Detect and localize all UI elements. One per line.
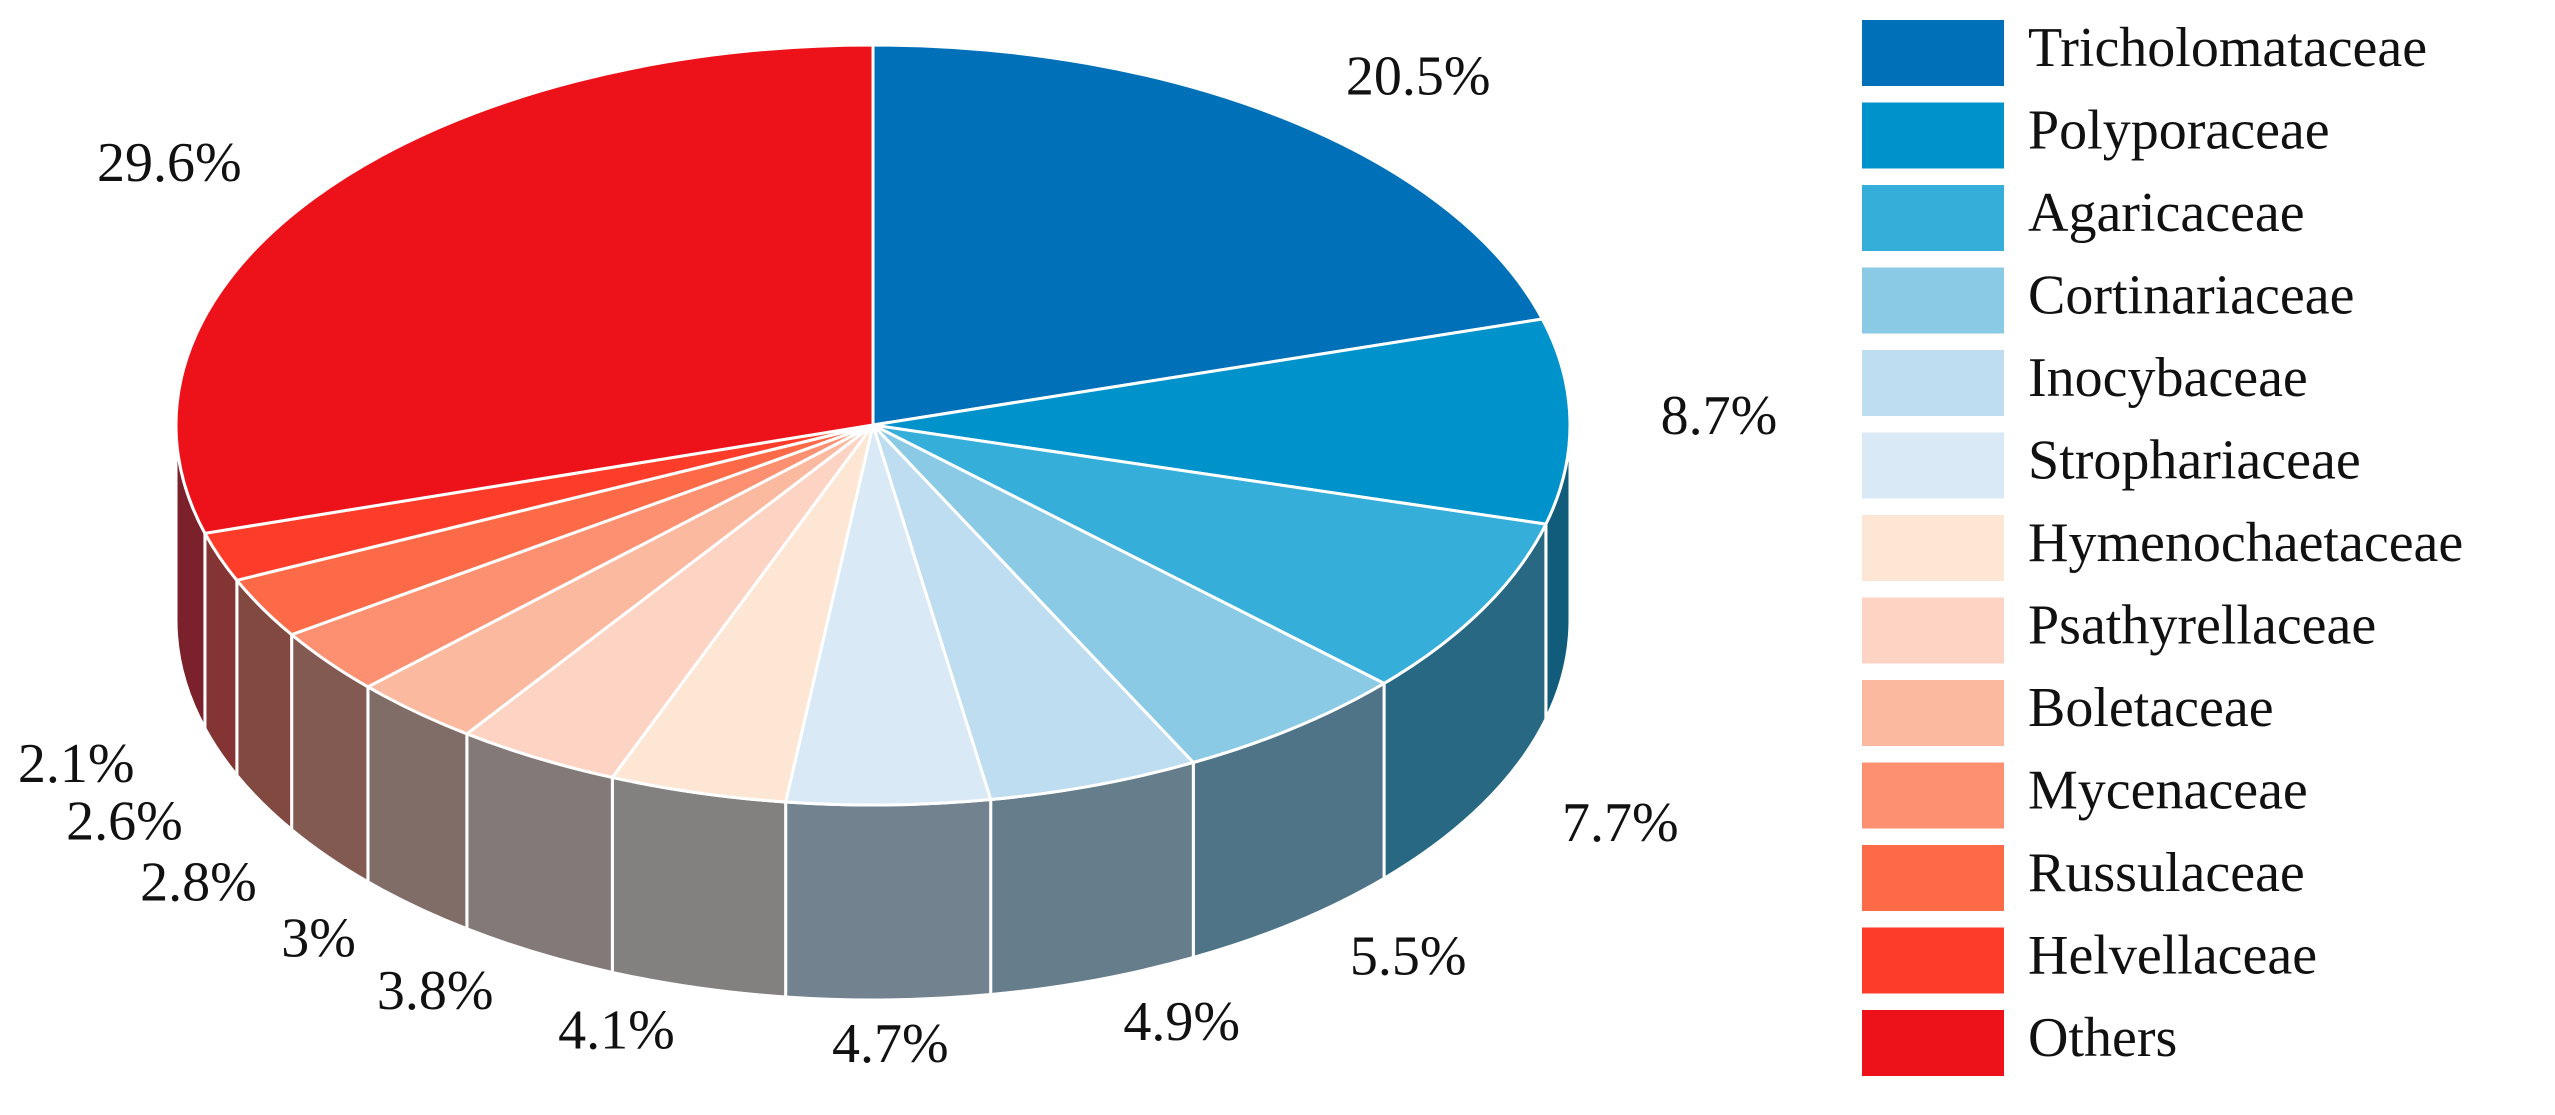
- legend-label-inocybaceae: Inocybaceae: [2028, 347, 2308, 409]
- slice-others: [174, 43, 875, 535]
- side-wall-strophariaceae: [784, 797, 993, 1002]
- slice-cortinariaceae: [871, 423, 1386, 764]
- legend-swatch-tricholomataceae: [1862, 20, 2004, 86]
- legend: Tricholomataceae Polyporaceae Agaricaceae C…: [1862, 17, 2463, 1076]
- slice-inocybaceae: [871, 423, 1195, 802]
- legend-swatch-mycenaceae: [1862, 762, 2004, 829]
- side-wall-hymenochaetaceae: [610, 775, 788, 999]
- percent-label-psathyrellaceae: 3.8%: [377, 960, 494, 1022]
- slice-polyporaceae: [871, 317, 1572, 526]
- legend-swatch-russulaceae: [1862, 845, 2004, 911]
- legend-swatch-hymenochaetaceae: [1862, 515, 2004, 581]
- percent-label-russulaceae: 2.6%: [66, 791, 183, 853]
- legend-label-polyporaceae: Polyporaceae: [2028, 99, 2330, 161]
- legend-label-psathyrellaceae: Psathyrellaceae: [2028, 594, 2376, 656]
- percent-label-boletaceae: 3%: [281, 908, 356, 970]
- legend-label-mycenaceae: Mycenaceae: [2028, 759, 2308, 821]
- legend-swatch-inocybaceae: [1862, 350, 2004, 416]
- legend-label-cortinariaceae: Cortinariaceae: [2028, 264, 2354, 326]
- percent-label-others: 29.6%: [97, 132, 242, 194]
- percent-label-helvellaceae: 2.1%: [18, 733, 135, 795]
- slice-agaricaceae: [871, 423, 1548, 685]
- percent-label-cortinariaceae: 5.5%: [1350, 926, 1467, 988]
- legend-label-strophariaceae: Strophariaceae: [2028, 429, 2361, 491]
- slice-strophariaceae: [784, 423, 993, 807]
- pie-percent-labels: 20.5%8.7%7.7%5.5%4.9%4.7%4.1%3.8%3%2.8%2…: [18, 45, 1777, 1075]
- slice-hymenochaetaceae: [610, 423, 875, 804]
- percent-label-polyporaceae: 8.7%: [1661, 385, 1778, 447]
- legend-swatch-agaricaceae: [1862, 185, 2004, 251]
- legend-label-boletaceae: Boletaceae: [2028, 677, 2274, 739]
- legend-swatch-psathyrellaceae: [1862, 597, 2004, 664]
- legend-label-hymenochaetaceae: Hymenochaetaceae: [2028, 512, 2463, 574]
- legend-label-agaricaceae: Agaricaceae: [2028, 182, 2305, 244]
- percent-label-inocybaceae: 4.9%: [1123, 991, 1240, 1053]
- legend-swatch-cortinariaceae: [1862, 267, 2004, 334]
- pie-top-slices: [174, 43, 1572, 807]
- legend-swatch-polyporaceae: [1862, 102, 2004, 169]
- percent-label-agaricaceae: 7.7%: [1562, 792, 1679, 854]
- legend-swatch-boletaceae: [1862, 680, 2004, 746]
- legend-swatch-others: [1862, 1010, 2004, 1076]
- pie-side-walls: [174, 424, 1572, 1002]
- percent-label-mycenaceae: 2.8%: [140, 851, 257, 913]
- legend-label-others: Others: [2028, 1007, 2177, 1069]
- legend-swatch-helvellaceae: [1862, 927, 2004, 994]
- percent-label-hymenochaetaceae: 4.1%: [558, 999, 675, 1061]
- percent-label-tricholomataceae: 20.5%: [1346, 45, 1491, 107]
- legend-swatch-strophariaceae: [1862, 432, 2004, 499]
- legend-label-russulaceae: Russulaceae: [2028, 842, 2305, 904]
- legend-label-tricholomataceae: Tricholomataceae: [2028, 17, 2427, 79]
- legend-label-helvellaceae: Helvellaceae: [2028, 924, 2317, 986]
- slice-tricholomataceae: [871, 43, 1544, 427]
- percent-label-strophariaceae: 4.7%: [832, 1013, 949, 1075]
